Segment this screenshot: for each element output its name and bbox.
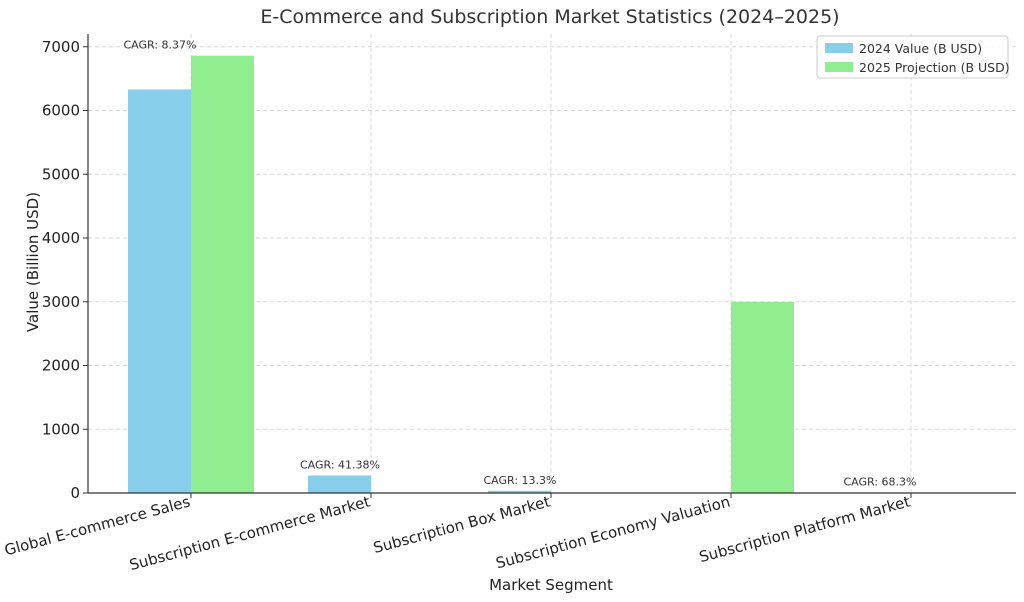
bar-2-1: [191, 55, 254, 494]
y-tick-label: 5000: [42, 165, 80, 183]
legend: 2024 Value (B USD) 2025 Projection (B USD…: [816, 35, 1010, 79]
legend-label: 2024 Value (B USD): [859, 41, 982, 56]
y-tick-label: 4000: [42, 229, 80, 247]
bar-1-3: [488, 490, 551, 493]
bar-1-2: [308, 475, 371, 493]
legend-swatch: [825, 62, 853, 72]
y-tick-label: 6000: [42, 102, 80, 120]
cagr-annotation: CAGR: 13.3%: [484, 474, 557, 487]
legend-label: 2025 Projection (B USD): [859, 60, 1010, 75]
y-ticks: 0 1000 2000 3000 4000 5000 6000 7000: [42, 38, 88, 502]
y-tick-label: 1000: [42, 420, 80, 438]
x-axis-label: Market Segment: [489, 576, 613, 594]
cagr-annotation: CAGR: 68.3%: [844, 476, 917, 489]
y-tick-label: 3000: [42, 293, 80, 311]
cagr-annotation: CAGR: 8.37%: [124, 39, 197, 52]
y-axis-label: Value (Billion USD): [24, 192, 42, 332]
y-tick-label: 2000: [42, 357, 80, 375]
annotations: CAGR: 8.37% CAGR: 41.38% CAGR: 13.3% CAGR: …: [124, 39, 917, 489]
bar-1-1: [128, 89, 191, 494]
legend-swatch: [825, 43, 853, 53]
cagr-annotation: CAGR: 41.38%: [300, 458, 380, 471]
bars: [128, 55, 911, 494]
y-tick-label: 7000: [42, 38, 80, 56]
bar-2-4: [731, 301, 794, 493]
y-tick-label: 0: [70, 484, 80, 502]
chart-title: E-Commerce and Subscription Market Stati…: [260, 6, 839, 28]
legend-box: [816, 35, 1009, 79]
